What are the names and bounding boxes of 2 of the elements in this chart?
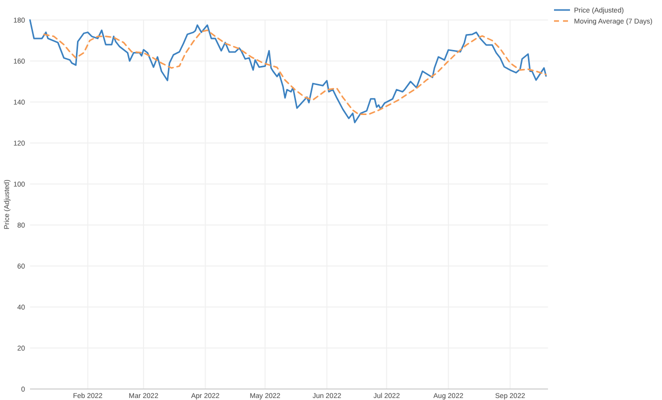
line-series <box>29 19 547 124</box>
line-series <box>43 30 547 116</box>
